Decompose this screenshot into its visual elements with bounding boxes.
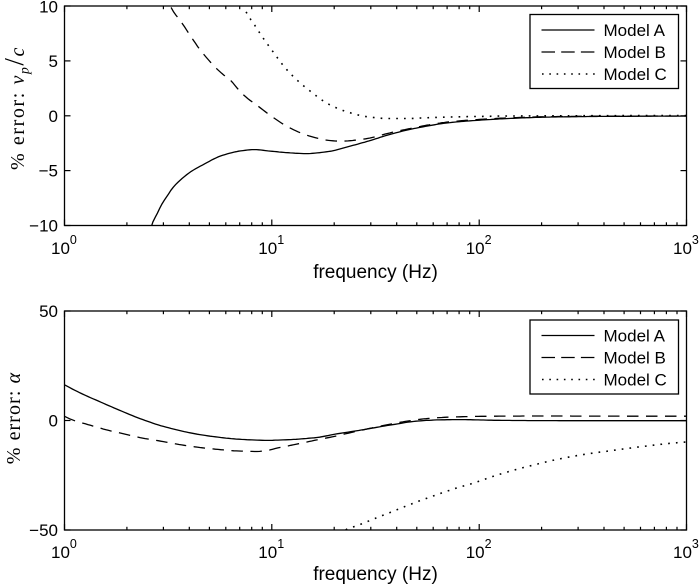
svg-text:Model C: Model C [604, 65, 667, 84]
svg-text:−10: −10 [29, 217, 58, 236]
svg-text:% error: α: % error: α [3, 372, 25, 465]
svg-text:0: 0 [49, 412, 58, 431]
svg-text:0: 0 [49, 107, 58, 126]
svg-text:Model C: Model C [604, 371, 667, 390]
svg-text:Model B: Model B [604, 43, 666, 62]
svg-text:5: 5 [49, 52, 58, 71]
svg-text:Model A: Model A [604, 21, 666, 40]
svg-text:50: 50 [39, 302, 58, 321]
svg-text:10: 10 [39, 0, 58, 17]
svg-text:frequency (Hz): frequency (Hz) [313, 262, 438, 283]
svg-text:Model B: Model B [604, 349, 666, 368]
svg-text:−5: −5 [39, 162, 58, 181]
svg-text:Model A: Model A [604, 327, 666, 346]
svg-text:frequency (Hz): frequency (Hz) [313, 564, 438, 584]
svg-text:−50: −50 [29, 521, 58, 540]
